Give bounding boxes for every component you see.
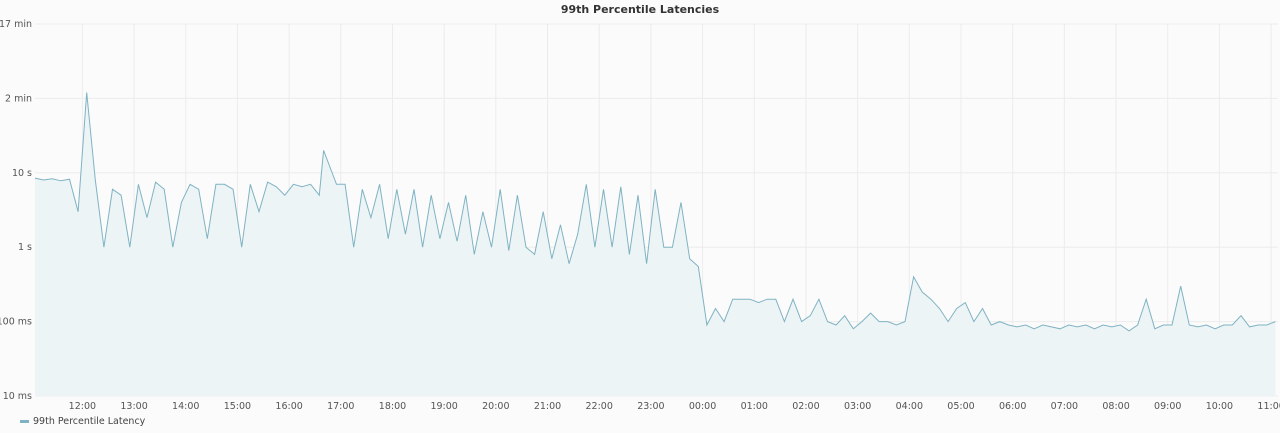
x-tick-label: 10:00 [1206,401,1233,412]
series-line [34,92,1276,332]
x-tick-label: 20:00 [482,401,509,412]
y-tick-label: 100 ms [0,317,32,328]
x-tick-label: 04:00 [896,401,923,412]
x-tick-label: 05:00 [947,401,974,412]
x-tick-label: 12:00 [69,401,96,412]
x-tick-label: 19:00 [430,401,457,412]
x-axis: 12:00 13:00 14:00 15:00 16:00 17:00 18:00 19:00… [69,401,1280,412]
legend-swatch [20,420,29,423]
x-tick-label: 09:00 [1154,401,1181,412]
y-tick-label: 1 s [18,242,32,253]
x-tick-label: 11:00 [1257,401,1280,412]
series-area [35,92,1276,396]
y-tick-label: 10 s [12,168,32,179]
x-tick-label: 03:00 [844,401,871,412]
x-tick-label: 00:00 [689,401,716,412]
x-tick-label: 22:00 [586,401,613,412]
x-tick-label: 15:00 [224,401,251,412]
y-tick-label: 2 min [5,93,32,104]
y-tick-label: 10 ms [3,391,32,402]
x-tick-label: 01:00 [741,401,768,412]
x-tick-label: 14:00 [172,401,199,412]
legend-label: 99th Percentile Latency [33,416,146,427]
x-tick-label: 06:00 [999,401,1026,412]
x-tick-label: 02:00 [792,401,819,412]
x-tick-label: 18:00 [379,401,406,412]
x-tick-label: 17:00 [327,401,354,412]
x-tick-label: 13:00 [120,401,147,412]
x-tick-label: 16:00 [275,401,302,412]
x-tick-label: 08:00 [1102,401,1129,412]
legend[interactable]: 99th Percentile Latency [20,416,145,427]
chart-title: 99th Percentile Latencies [560,3,720,16]
x-tick-label: 21:00 [534,401,561,412]
x-tick-label: 07:00 [1051,401,1078,412]
x-tick-label: 23:00 [637,401,664,412]
y-axis: 17 min 2 min 10 s 1 s 100 ms 10 ms [0,19,32,402]
y-tick-label: 17 min [0,19,32,30]
